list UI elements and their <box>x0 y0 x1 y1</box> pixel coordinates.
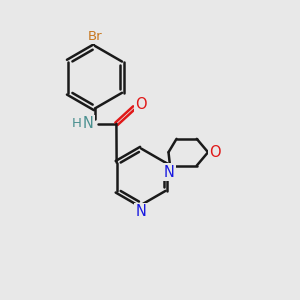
Text: N: N <box>164 165 175 180</box>
Text: O: O <box>135 97 147 112</box>
Text: O: O <box>209 145 220 160</box>
Text: Br: Br <box>88 30 102 43</box>
Text: N: N <box>83 116 94 131</box>
Text: H: H <box>72 117 82 130</box>
Text: N: N <box>136 204 146 219</box>
